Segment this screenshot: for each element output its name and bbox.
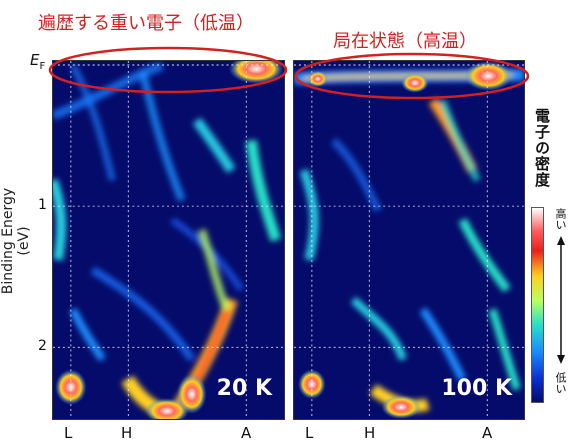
high-temp-annotation: 局在状態（高温）: [333, 31, 477, 52]
x-tick-A-20k: A: [241, 424, 252, 442]
colorbar-high-label: 高い: [554, 208, 567, 230]
hotspot-lower-left-20k: [54, 369, 87, 406]
hotspot-left-ef-100k: [307, 70, 328, 87]
hotspot-bottom-20k: [145, 398, 189, 419]
band-structure-100k: [294, 68, 524, 412]
band-structure-20k: [53, 61, 282, 419]
temperature-label-20k: 20 K: [216, 376, 272, 401]
x-tick-H-100k: H: [364, 424, 376, 442]
temperature-label-100k: 100 K: [441, 376, 512, 401]
heatmap-panel-100k: 100 K: [293, 60, 525, 420]
grid-20k: [53, 61, 284, 419]
grid-100k: [294, 61, 524, 419]
colorbar-low-label: 低い: [554, 372, 567, 394]
colorbar: [531, 207, 544, 403]
hotspot-bottom-100k: [381, 395, 421, 419]
heatmap-20k-svg: [53, 61, 284, 419]
hotspot-band-20k: [176, 374, 207, 415]
y-tick-2: 2: [38, 338, 47, 354]
hotspot-ef-20k: [228, 61, 284, 84]
hotspot-mid-ef-100k: [401, 72, 429, 93]
y-tick-1: 1: [38, 197, 47, 213]
x-tick-L-20k: L: [64, 424, 73, 442]
x-tick-H-20k: H: [121, 424, 133, 442]
heatmap-100k-svg: [294, 61, 524, 419]
colorbar-double-arrow-icon: [557, 236, 565, 364]
colorbar-title: 電子の密度: [533, 108, 551, 188]
x-tick-A-100k: A: [482, 424, 493, 442]
heatmap-panel-20k: 20 K: [52, 60, 285, 420]
x-tick-L-100k: L: [305, 424, 314, 442]
y-axis-label: Binding Energy (eV): [0, 187, 32, 295]
low-temp-annotation: 遍歴する重い電子（低温）: [38, 13, 254, 34]
fermi-level-label: EF: [30, 51, 46, 72]
